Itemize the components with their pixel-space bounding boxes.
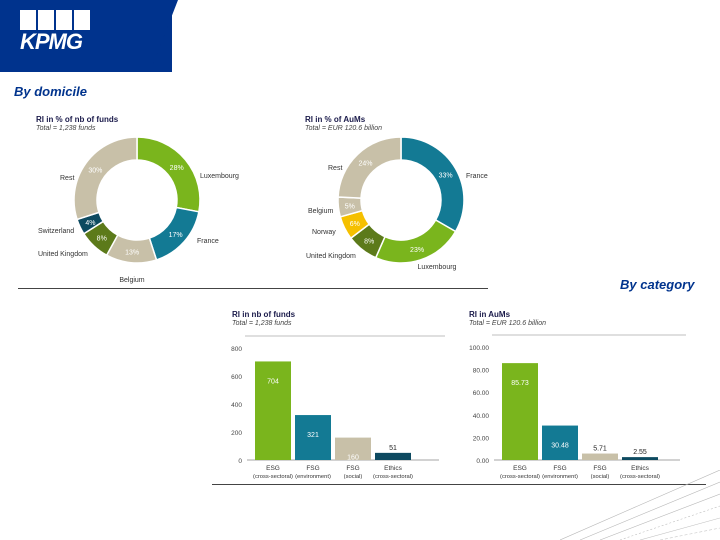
pie-value-label: 33%	[439, 172, 453, 179]
pie2-title: RI in % of AuMs	[305, 115, 366, 124]
logo-box	[56, 10, 72, 30]
pie-value-label: 28%	[170, 165, 184, 172]
pie-value-label: 4%	[85, 220, 95, 227]
x-tick-sublabel: (cross-sectoral)	[253, 474, 293, 480]
x-tick-sublabel: (environment)	[542, 474, 578, 480]
bar-value-label: 5.71	[593, 446, 607, 453]
bar	[622, 457, 658, 460]
section-title-category: By category	[620, 277, 695, 292]
bar-value-label: 704	[267, 378, 279, 385]
bar	[582, 453, 618, 460]
bar-value-label: 160	[347, 455, 359, 462]
y-tick-label: 400	[231, 402, 242, 409]
x-tick-label: FSG	[346, 465, 359, 472]
bar1-subtitle: Total = 1,238 funds	[232, 320, 292, 327]
bar-value-label: 321	[307, 432, 319, 439]
bar	[335, 437, 371, 460]
pie-slice	[73, 136, 138, 221]
bar	[375, 452, 411, 460]
pie-category-label: Luxembourg	[418, 264, 457, 271]
y-tick-label: 100.00	[469, 345, 489, 352]
pie-value-label: 30%	[88, 168, 102, 175]
x-tick-label: FSG	[553, 465, 566, 472]
x-tick-label: FSG	[306, 465, 319, 472]
pie-category-label: Rest	[328, 165, 342, 172]
divider-category	[212, 484, 706, 485]
pie-category-label: France	[466, 173, 488, 180]
pie2-subtitle: Total = EUR 120.6 billion	[305, 125, 382, 132]
y-tick-label: 0.00	[476, 458, 489, 465]
y-tick-label: 600	[231, 374, 242, 381]
pie-category-label: Switzerland	[38, 228, 74, 235]
x-tick-sublabel: (environment)	[295, 474, 331, 480]
pie-value-label: 17%	[169, 232, 183, 239]
header-slant	[150, 0, 178, 72]
decorative-lines	[560, 470, 720, 540]
x-tick-label: FSG	[593, 465, 606, 472]
x-tick-label: Ethics	[631, 465, 649, 472]
y-tick-label: 800	[231, 346, 242, 353]
pie-category-label: United Kingdom	[38, 251, 88, 258]
y-tick-label: 80.00	[473, 368, 490, 375]
pie-category-label: Rest	[60, 175, 74, 182]
y-tick-label: 0	[238, 458, 242, 465]
pie-value-label: 8%	[364, 238, 374, 245]
bar	[295, 415, 331, 460]
logo-box	[20, 10, 36, 30]
pie-slice	[337, 136, 402, 199]
y-tick-label: 40.00	[473, 413, 490, 420]
section-title-domicile: By domicile	[14, 84, 87, 99]
pie-value-label: 23%	[410, 247, 424, 254]
y-tick-label: 20.00	[473, 435, 490, 442]
bar	[542, 425, 578, 460]
x-tick-sublabel: (social)	[591, 474, 610, 480]
bar2-title: RI in AuMs	[469, 310, 511, 319]
bar-value-label: 51	[389, 445, 397, 452]
x-tick-sublabel: (cross-sectoral)	[373, 474, 413, 480]
pie-slice	[400, 136, 465, 233]
pie-value-label: 24%	[358, 161, 372, 168]
pie-category-label: Belgium	[119, 277, 144, 284]
logo-text: KPMG	[20, 29, 83, 54]
pie-value-label: 8%	[97, 236, 107, 243]
y-tick-label: 200	[231, 430, 242, 437]
pie-slice	[374, 218, 457, 264]
bar-value-label: 30.48	[551, 443, 569, 450]
bar-value-label: 2.55	[633, 449, 647, 456]
logo-box	[74, 10, 90, 30]
x-tick-sublabel: (social)	[344, 474, 363, 480]
pie1-subtitle: Total = 1,238 funds	[36, 125, 96, 132]
bar	[255, 361, 291, 460]
pie-category-label: United Kingdom	[306, 253, 356, 260]
x-tick-sublabel: (cross-sectoral)	[500, 474, 540, 480]
bar	[502, 363, 538, 460]
divider-domicile	[18, 288, 488, 289]
pie-value-label: 5%	[345, 204, 355, 211]
pie-category-label: France	[197, 238, 219, 245]
bar2-subtitle: Total = EUR 120.6 billion	[469, 320, 546, 327]
pie-slice	[136, 136, 201, 213]
bar-value-label: 85.73	[511, 380, 529, 387]
x-tick-label: ESG	[513, 465, 527, 472]
x-tick-label: Ethics	[384, 465, 402, 472]
pie-value-label: 13%	[125, 249, 139, 256]
y-tick-label: 60.00	[473, 390, 490, 397]
pie-category-label: Norway	[312, 229, 336, 236]
pie1-title: RI in % of nb of funds	[36, 115, 119, 124]
pie-category-label: Luxembourg	[200, 173, 239, 180]
bar1-title: RI in nb of funds	[232, 310, 296, 319]
logo-box	[38, 10, 54, 30]
pie-category-label: Belgium	[308, 208, 333, 215]
pie-value-label: 6%	[350, 221, 360, 228]
x-tick-sublabel: (cross-sectoral)	[620, 474, 660, 480]
x-tick-label: ESG	[266, 465, 280, 472]
